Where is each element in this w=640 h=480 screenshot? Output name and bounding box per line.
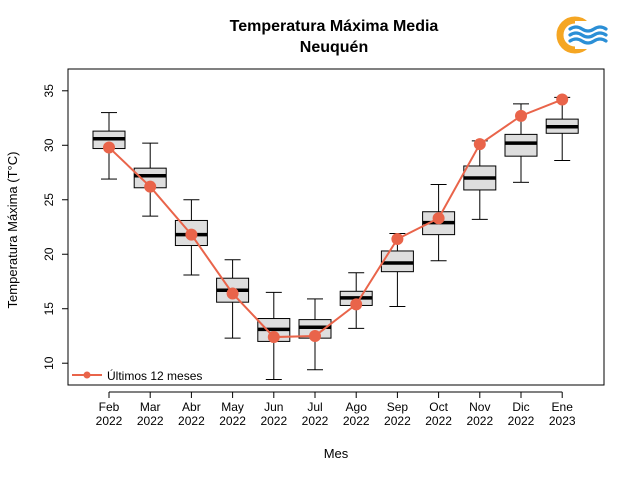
x-tick-label-month: Feb	[99, 400, 120, 414]
x-tick-label-month: Jun	[264, 400, 283, 414]
logo-wave-3	[568, 37, 608, 45]
series-point	[226, 287, 239, 300]
x-tick-label-month: Abr	[182, 400, 201, 414]
legend-label: Últimos 12 meses	[107, 368, 202, 383]
boxplots	[92, 96, 579, 381]
chart-subtitle: Neuquén	[300, 39, 368, 56]
y-tick-label: 35	[42, 84, 56, 98]
x-tick-label-month: Nov	[469, 400, 490, 414]
y-axis: 10 15 20 25 30 35	[42, 84, 68, 370]
boxplot	[257, 291, 291, 381]
series-point	[185, 228, 198, 241]
x-tick-label-year: 2022	[178, 414, 205, 428]
x-tick-label-month: Jul	[307, 400, 322, 414]
boxplot	[92, 112, 126, 180]
x-tick-label-year: 2022	[137, 414, 164, 428]
y-tick-label: 20	[42, 247, 56, 261]
legend: Últimos 12 meses	[72, 368, 202, 383]
series-point	[103, 141, 115, 154]
series-point	[391, 232, 404, 245]
x-tick-label-year: 2022	[96, 414, 123, 428]
legend-marker	[83, 371, 91, 379]
x-tick-label-year: 2022	[219, 414, 246, 428]
series-point	[473, 138, 486, 151]
series-point	[515, 109, 527, 122]
plot-frame	[67, 68, 605, 386]
x-tick-label-year: 2022	[384, 414, 411, 428]
boxplot	[133, 142, 167, 217]
x-tick-label-month: Ago	[346, 400, 368, 414]
series-point	[432, 212, 445, 225]
x-tick-label-year: 2022	[508, 414, 535, 428]
series-ultimos-12-meses	[103, 93, 569, 344]
box	[504, 133, 538, 157]
x-tick-label-year: 2022	[302, 414, 329, 428]
x-tick-label-month: Dic	[512, 400, 529, 414]
y-tick-label: 15	[42, 302, 56, 316]
series-point	[144, 180, 157, 193]
series-point	[556, 93, 569, 106]
x-tick-label-month: Oct	[429, 400, 448, 414]
x-tick-label-month: Ene	[552, 400, 574, 414]
x-tick-label-year: 2022	[466, 414, 493, 428]
y-axis-label: Temperatura Máxima (T°C)	[5, 152, 20, 309]
x-tick-label-year: 2023	[549, 414, 576, 428]
x-tick-label-year: 2022	[425, 414, 452, 428]
x-tick-label-month: May	[221, 400, 244, 414]
x-tick-label-year: 2022	[343, 414, 370, 428]
x-tick-label-month: Sep	[387, 400, 409, 414]
x-tick-label-month: Mar	[140, 400, 161, 414]
series-point	[350, 298, 363, 311]
x-axis: Feb2022Mar2022Abr2022May2022Jun2022Jul20…	[96, 391, 576, 428]
chart-title: Temperatura Máxima Media	[230, 18, 439, 35]
series-point	[267, 331, 280, 344]
y-tick-label: 10	[42, 356, 56, 370]
series-line	[108, 98, 563, 339]
x-axis-label: Mes	[324, 446, 349, 461]
boxplot	[545, 96, 579, 162]
series-point	[309, 329, 321, 342]
logo-wave-2	[568, 31, 608, 39]
y-tick-label: 25	[42, 193, 56, 207]
y-tick-label: 30	[42, 138, 56, 152]
logo-icon	[556, 16, 608, 54]
x-tick-label-year: 2022	[260, 414, 287, 428]
logo-wave-1	[568, 25, 608, 33]
boxplot	[463, 140, 497, 220]
